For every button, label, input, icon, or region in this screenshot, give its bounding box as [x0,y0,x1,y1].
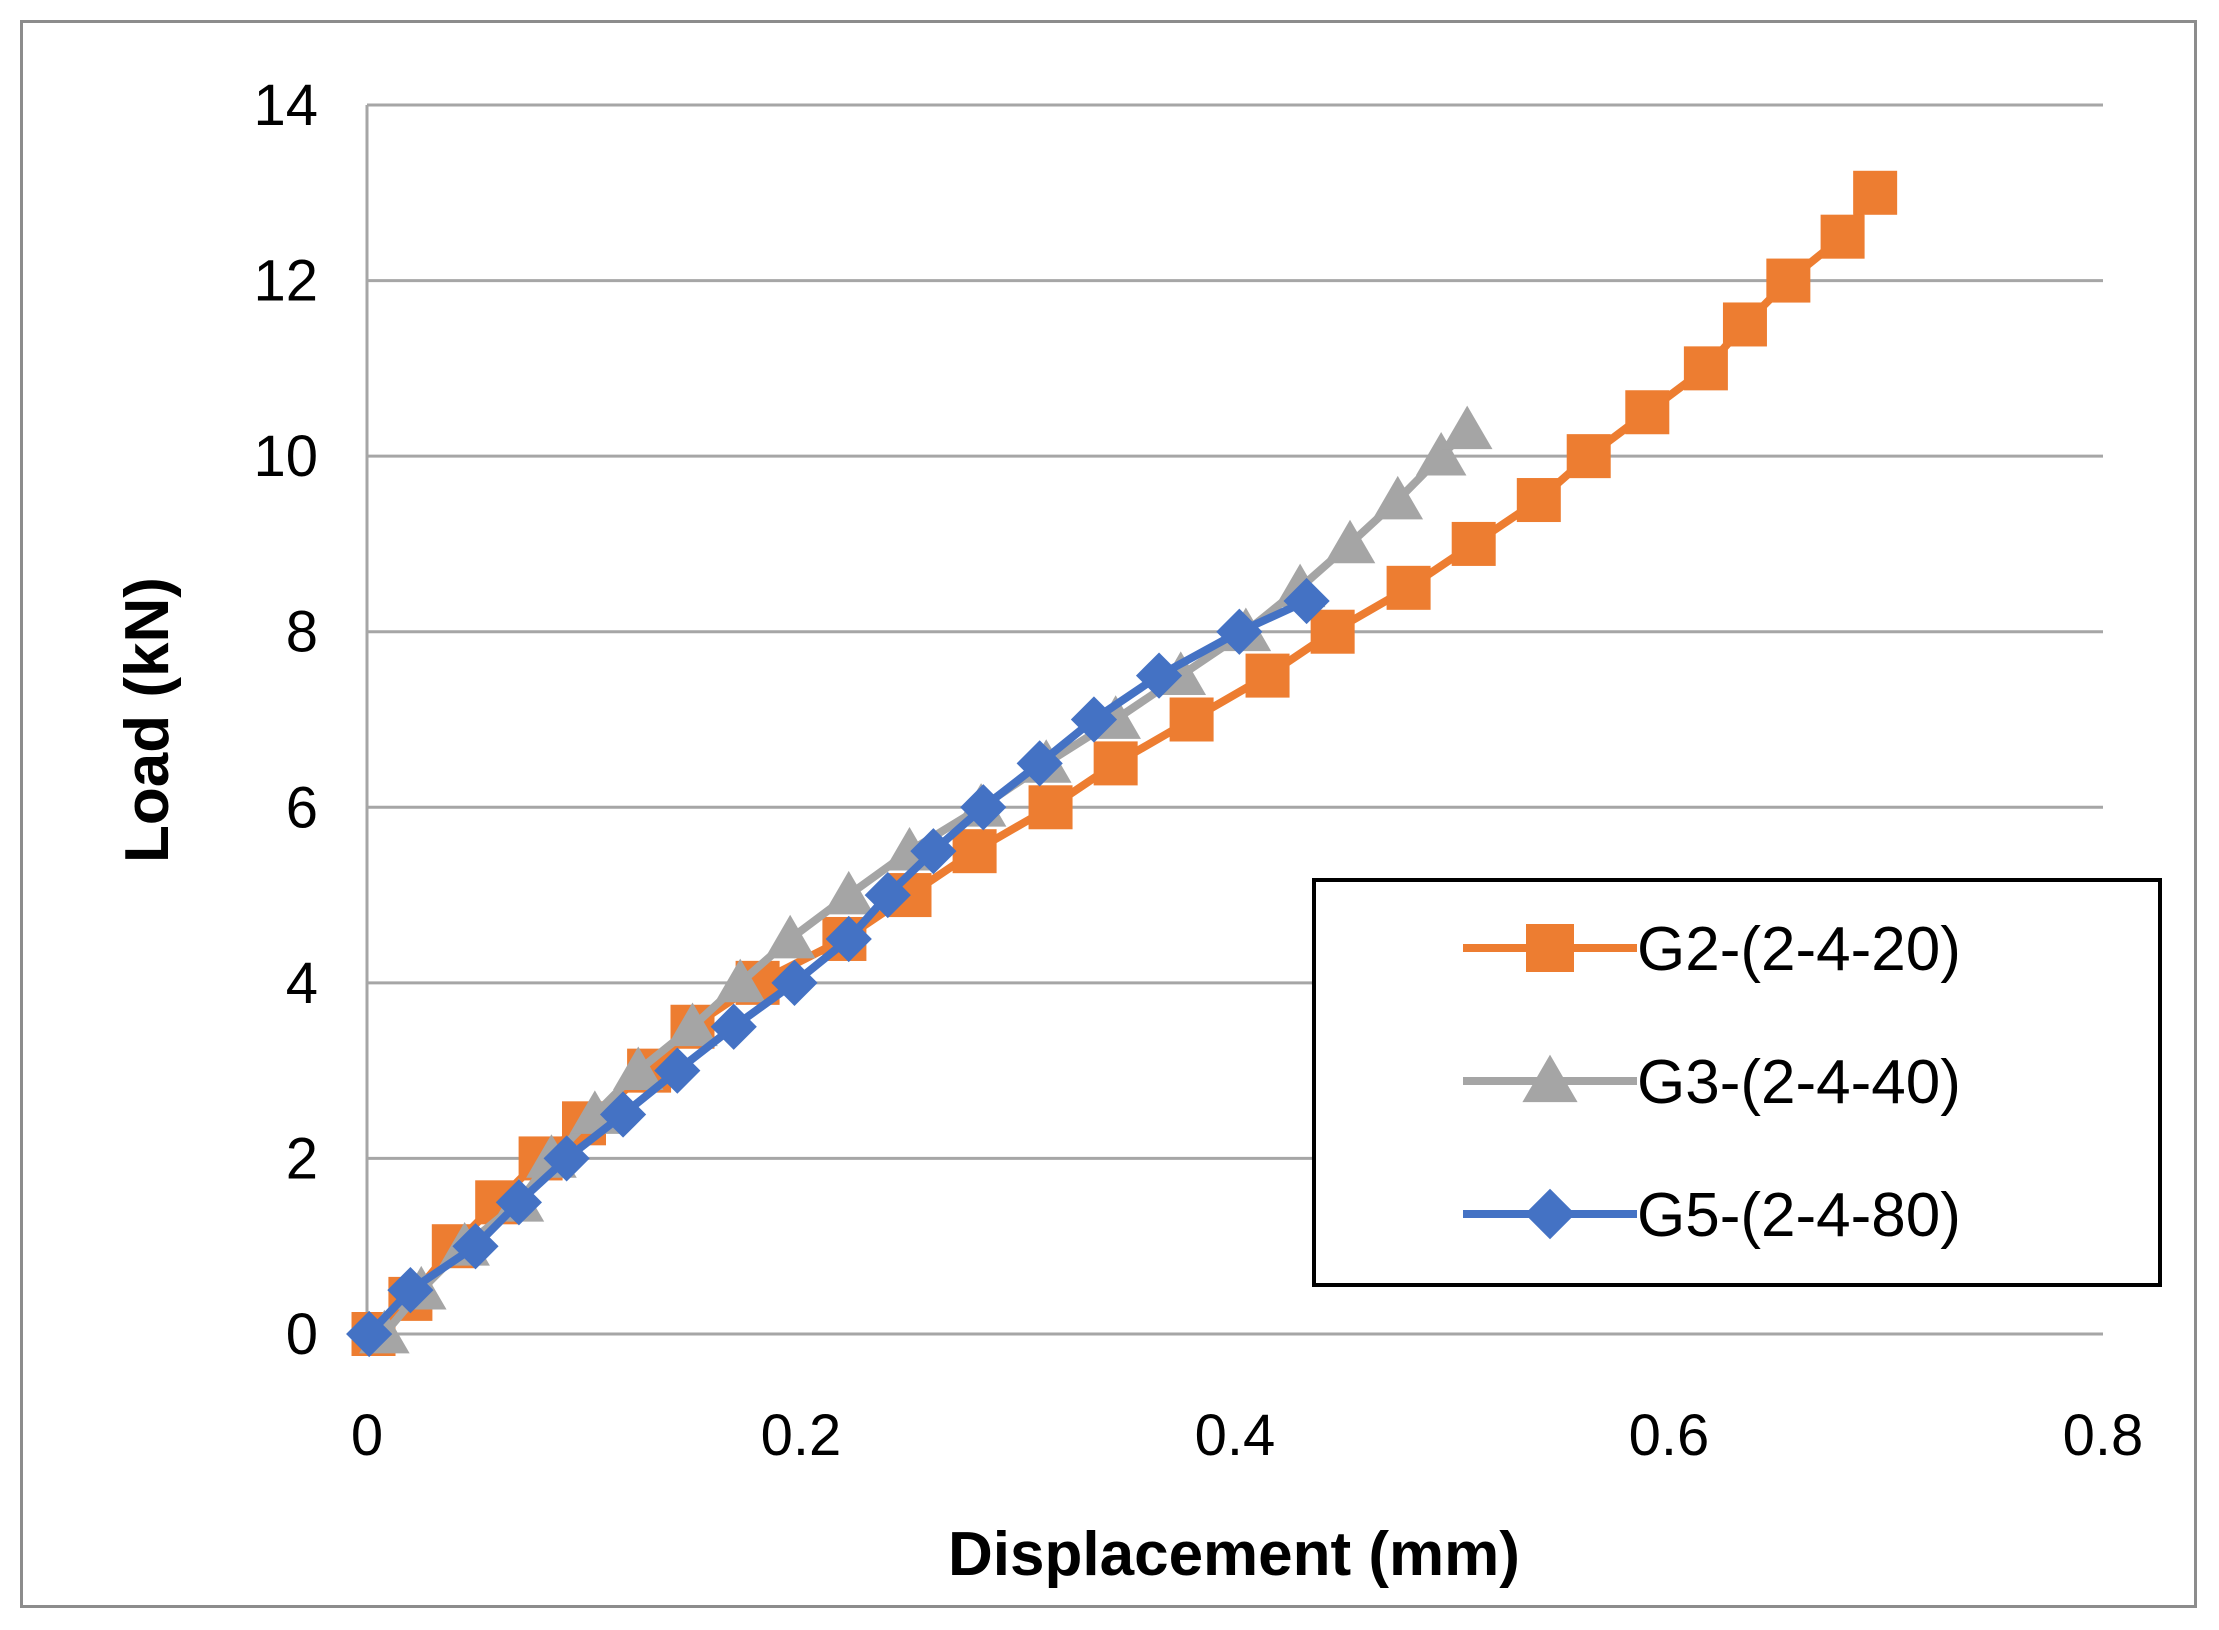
data-point-triangle [714,958,766,1003]
data-point-diamond [864,871,911,919]
data-point-diamond [1135,652,1183,699]
data-point-square [1310,609,1355,654]
legend-label: G3-(2-4-40) [1637,1048,1961,1117]
series-layer [346,170,1898,1358]
y-tick-label: 4 [286,951,318,1016]
y-tick-label: 14 [253,73,318,138]
data-point-square [1820,214,1865,259]
series-G5-(2-4-80) [346,577,1330,1358]
data-point-diamond [1283,577,1330,625]
data-point-triangle [667,1002,718,1047]
data-point-triangle [1324,519,1376,564]
data-point-square [1566,434,1611,479]
x-tick-label: 0.8 [2063,1403,2144,1468]
data-point-triangle [1372,475,1424,520]
data-point-triangle [764,914,816,959]
legend-box [1312,878,2162,1287]
legend-entry: G3-(2-4-40) [1463,1048,1961,1117]
y-axis-title: Load (kN) [113,577,182,863]
data-point-diamond [495,1179,542,1226]
data-point-square [1683,346,1728,391]
data-point-square [1526,924,1574,972]
data-point-diamond [771,959,818,1006]
data-point-diamond [960,784,1007,831]
y-tick-label: 2 [286,1126,318,1191]
data-point-diamond [1216,608,1263,655]
x-tick-label: 0.6 [1629,1403,1710,1468]
data-point-diamond [825,915,872,963]
data-point-diamond [910,828,957,875]
data-point-square [1766,258,1811,303]
data-point-square [1028,785,1073,830]
x-tick-label: 0.4 [1195,1403,1276,1468]
series-line [381,426,1471,1337]
legend-entry: G2-(2-4-20) [1463,915,1961,984]
data-point-square [1625,390,1670,435]
data-point-square [1386,565,1431,610]
data-point-square [1169,697,1214,742]
data-point-triangle [1415,431,1467,476]
data-point-square [1451,521,1496,566]
data-point-diamond [1016,740,1063,787]
y-tick-label: 6 [286,775,318,840]
x-tick-label: 0 [351,1403,383,1468]
data-point-triangle [1522,1054,1578,1103]
x-tick-label: 0.2 [761,1403,842,1468]
data-point-square [1516,478,1561,523]
data-point-square [1722,302,1767,347]
legend-entry: G5-(2-4-80) [1463,1181,1961,1250]
data-point-triangle [612,1046,664,1091]
data-point-diamond [1524,1188,1576,1240]
data-point-square [1853,170,1898,215]
y-tick-label: 0 [286,1302,318,1367]
data-point-diamond [1070,696,1118,743]
y-tick-label: 8 [286,600,318,665]
data-point-diamond [543,1135,590,1182]
legend-label: G2-(2-4-20) [1637,915,1961,984]
y-tick-labels: 0 2 4 6 8 10 12 14 [253,73,318,1367]
x-tick-labels: 0 0.2 0.4 0.6 0.8 [351,1403,2143,1468]
legend: G2-(2-4-20) G3-(2-4-40) G5-(2-4-80) [1312,878,2162,1287]
data-point-triangle [823,870,875,915]
data-point-diamond [452,1223,499,1270]
grid-lines [365,103,2103,1336]
data-point-square [952,829,997,874]
data-point-square [1093,741,1138,786]
x-axis-title: Displacement (mm) [948,1520,1520,1589]
data-point-diamond [654,1047,701,1094]
data-point-triangle [1441,405,1493,450]
data-point-diamond [346,1310,393,1358]
data-point-diamond [599,1091,647,1138]
data-point-diamond [710,1003,757,1050]
data-point-square [1245,653,1290,698]
y-tick-label: 10 [253,424,318,489]
data-point-diamond [387,1267,434,1314]
y-tick-label: 12 [253,249,318,314]
legend-label: G5-(2-4-80) [1637,1181,1961,1250]
